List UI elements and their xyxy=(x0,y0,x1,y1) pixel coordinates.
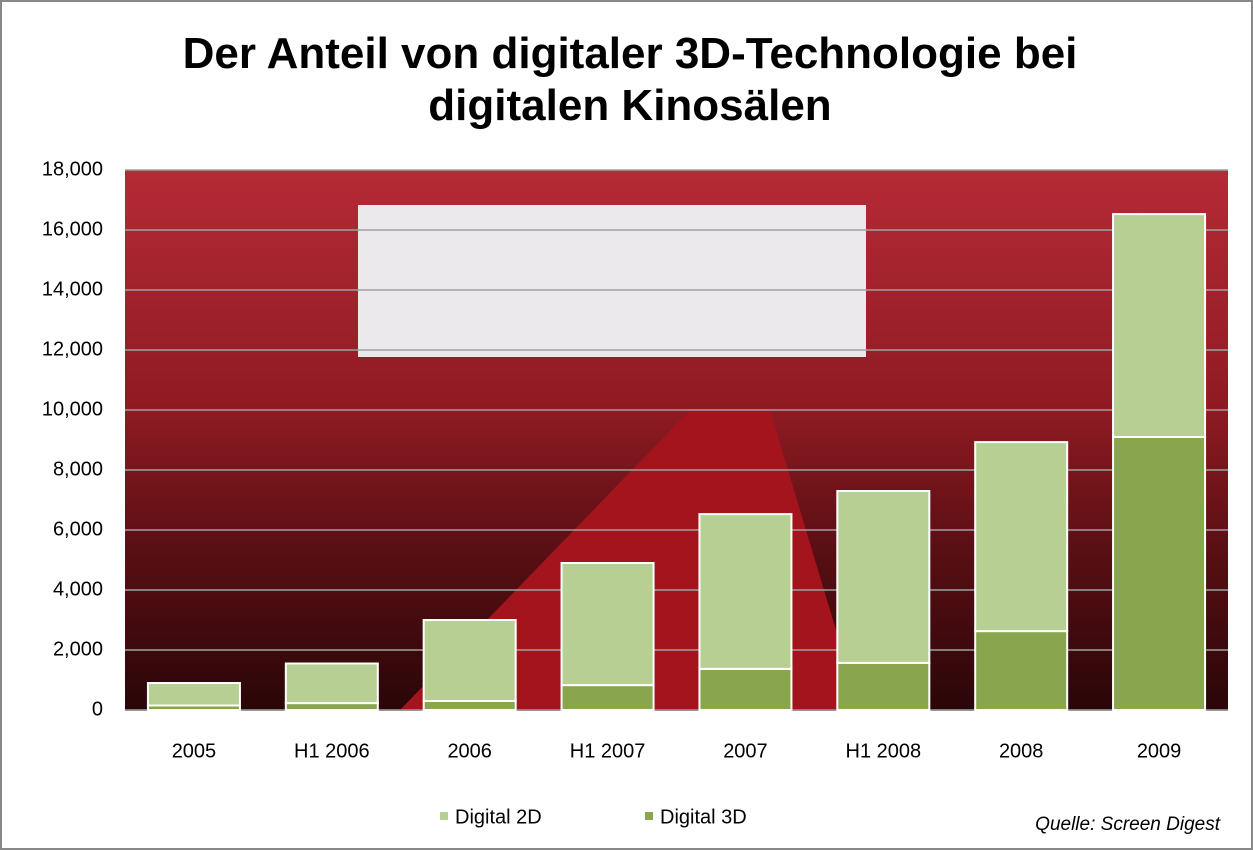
y-tick-label: 2,000 xyxy=(53,638,103,660)
x-tick-label: H1 2008 xyxy=(846,740,922,762)
y-tick-label: 0 xyxy=(92,698,103,720)
y-tick-label: 6,000 xyxy=(53,518,103,540)
x-tick-label: H1 2006 xyxy=(294,740,370,762)
source-note: Quelle: Screen Digest xyxy=(1035,814,1221,835)
chart-title: Der Anteil von digitaler 3D-Technologie … xyxy=(150,28,1110,132)
bar-segment xyxy=(562,685,654,710)
bar-segment xyxy=(148,683,240,706)
page: Quelle: Screen Digest 0 2,000 4,000 6,000 8,… xyxy=(0,0,1253,850)
bar-segment xyxy=(1113,214,1205,437)
bar-segment xyxy=(424,620,516,701)
bar-segment xyxy=(286,703,378,710)
bar-segment xyxy=(699,514,791,669)
y-tick-label: 14,000 xyxy=(42,278,103,300)
x-tick-label: H1 2007 xyxy=(570,740,646,762)
legend-label: Digital 2D xyxy=(455,806,542,828)
legend-label: Digital 3D xyxy=(660,806,747,828)
legend-swatch xyxy=(440,812,448,820)
x-tick-label: 2006 xyxy=(447,740,492,762)
x-tick-label: 2005 xyxy=(172,740,217,762)
y-tick-label: 16,000 xyxy=(42,218,103,240)
bar-segment xyxy=(837,491,929,663)
bar-segment xyxy=(286,664,378,704)
bar-segment xyxy=(424,701,516,710)
screen-decor xyxy=(358,205,866,357)
legend-swatch xyxy=(645,812,653,820)
y-tick-label: 12,000 xyxy=(42,338,103,360)
bar-segment xyxy=(975,631,1067,710)
y-tick-label: 8,000 xyxy=(53,458,103,480)
x-tick-label: 2007 xyxy=(723,740,768,762)
x-tick-label: 2008 xyxy=(999,740,1044,762)
y-tick-label: 10,000 xyxy=(42,398,103,420)
x-tick-label: 2009 xyxy=(1137,740,1182,762)
bar-segment xyxy=(837,663,929,710)
bar-segment xyxy=(699,669,791,710)
bar-segment xyxy=(975,442,1067,631)
y-tick-label: 18,000 xyxy=(42,158,103,180)
bar-segment xyxy=(562,563,654,685)
y-tick-label: 4,000 xyxy=(53,578,103,600)
bar-segment xyxy=(1113,437,1205,710)
